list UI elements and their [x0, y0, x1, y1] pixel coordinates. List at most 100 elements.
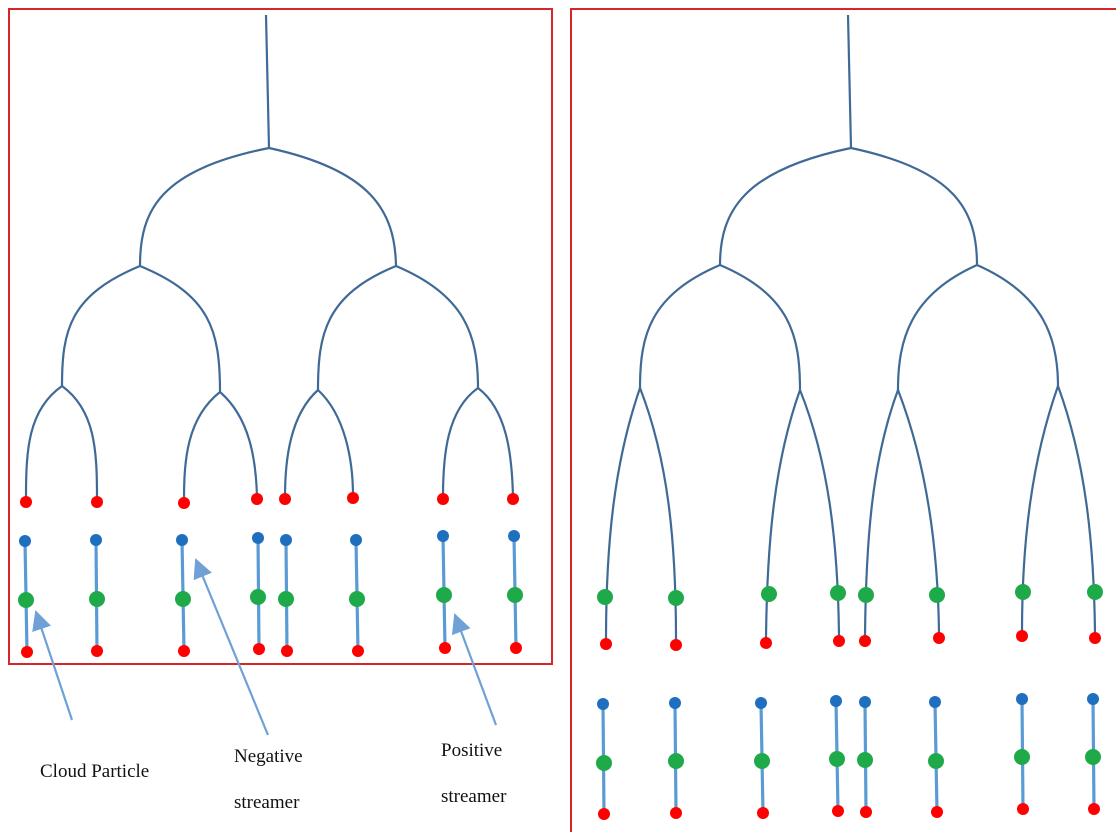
positive-charge-dot — [670, 639, 682, 651]
positive-end-dot — [598, 808, 610, 820]
streamer-pair — [436, 530, 452, 654]
negative-end-dot — [252, 532, 264, 544]
streamer-pair — [18, 535, 34, 658]
right-leader-branch — [976, 263, 1060, 387]
positive-charge-dot — [1016, 630, 1028, 642]
left-panel-frame — [8, 8, 553, 665]
positive-charge-dot — [600, 638, 612, 650]
left-leader-branch — [441, 387, 479, 498]
streamer-pair — [278, 534, 294, 657]
cloud-particle — [754, 753, 770, 769]
positive-charge-dot — [760, 637, 772, 649]
positive-end-dot — [253, 643, 265, 655]
negative-end-dot — [350, 534, 362, 546]
negative-end-dot — [437, 530, 449, 542]
negative-end-dot — [508, 530, 520, 542]
positive-charge-dot — [347, 492, 359, 504]
left-leader-branch — [24, 385, 63, 499]
cloud-particle — [1085, 749, 1101, 765]
negative-streamer-arrow — [193, 558, 270, 736]
streamer-pair — [89, 534, 105, 657]
cloud-particle — [250, 589, 266, 605]
positive-end-dot — [281, 645, 293, 657]
left-leader-branch — [395, 264, 480, 389]
right-leader-particles — [597, 584, 1103, 606]
positive-end-dot — [510, 642, 522, 654]
cloud-particle — [668, 753, 684, 769]
negative-end-dot — [669, 697, 681, 709]
cloud-particle — [349, 591, 365, 607]
right-leader-tree — [604, 14, 1097, 641]
cloud-particle — [857, 752, 873, 768]
cloud-particle — [829, 751, 845, 767]
cloud-particle — [596, 755, 612, 771]
left-leader-branch — [61, 385, 99, 499]
streamer-pair — [175, 534, 191, 657]
streamer-pair — [754, 697, 770, 819]
cloud-particle — [18, 592, 34, 608]
positive-end-dot — [178, 645, 190, 657]
left-leader-tips — [20, 492, 519, 509]
streamer-pair — [250, 532, 266, 655]
left-leader-branch — [283, 389, 319, 498]
cloud-particle-arrow — [32, 610, 74, 721]
cloud-particle — [1014, 749, 1030, 765]
left-leader-branch — [139, 264, 222, 393]
positive-end-dot — [21, 646, 33, 658]
negative-end-dot — [929, 696, 941, 708]
positive-charge-dot — [178, 497, 190, 509]
streamer-pair — [857, 696, 873, 818]
negative-end-dot — [755, 697, 767, 709]
right-leader-branch — [764, 389, 802, 640]
cloud-particle — [507, 587, 523, 603]
cloud-particle — [761, 586, 777, 602]
positive-end-dot — [931, 806, 943, 818]
positive-charge-dot — [833, 635, 845, 647]
cloud-particle — [175, 591, 191, 607]
cloud-particle — [597, 589, 613, 605]
positive-end-dot — [439, 642, 451, 654]
right-leader-branch — [896, 263, 978, 391]
positive-charge-dot — [507, 493, 519, 505]
negative-streamer-label-line2: streamer — [234, 792, 300, 813]
positive-streamer-arrow — [451, 613, 498, 726]
positive-charge-dot — [933, 632, 945, 644]
streamer-pair — [507, 530, 523, 654]
right-leader-branch — [850, 146, 979, 266]
streamer-pair — [349, 534, 365, 657]
negative-end-dot — [859, 696, 871, 708]
positive-charge-dot — [91, 496, 103, 508]
right-leader-branch — [604, 387, 642, 641]
positive-end-dot — [832, 805, 844, 817]
cloud-particle — [1087, 584, 1103, 600]
negative-end-dot — [90, 534, 102, 546]
negative-end-dot — [1087, 693, 1099, 705]
right-streamers — [596, 693, 1101, 820]
positive-streamer-label-line2: streamer — [441, 786, 507, 807]
cloud-particle — [1015, 584, 1031, 600]
positive-end-dot — [1088, 803, 1100, 815]
right-leader-branch — [719, 263, 802, 391]
positive-end-dot — [1017, 803, 1029, 815]
right-leader-branch — [718, 146, 852, 266]
positive-end-dot — [91, 645, 103, 657]
cloud-particle — [436, 587, 452, 603]
left-leader-branch — [316, 264, 397, 391]
positive-charge-dot — [1089, 632, 1101, 644]
left-leader-tree — [24, 14, 515, 501]
positive-end-dot — [860, 806, 872, 818]
right-leader-branch — [798, 389, 841, 638]
cloud-particle — [858, 587, 874, 603]
cloud-particle — [89, 591, 105, 607]
right-leader-branch — [638, 263, 721, 389]
negative-end-dot — [597, 698, 609, 710]
positive-charge-dot — [437, 493, 449, 505]
left-leader-branch — [138, 146, 270, 267]
positive-end-dot — [670, 807, 682, 819]
positive-charge-dot — [20, 496, 32, 508]
right-leader-trunk — [846, 14, 853, 149]
positive-charge-dot — [279, 493, 291, 505]
right-leader-tips — [600, 630, 1101, 651]
left-leader-branch — [268, 146, 398, 267]
